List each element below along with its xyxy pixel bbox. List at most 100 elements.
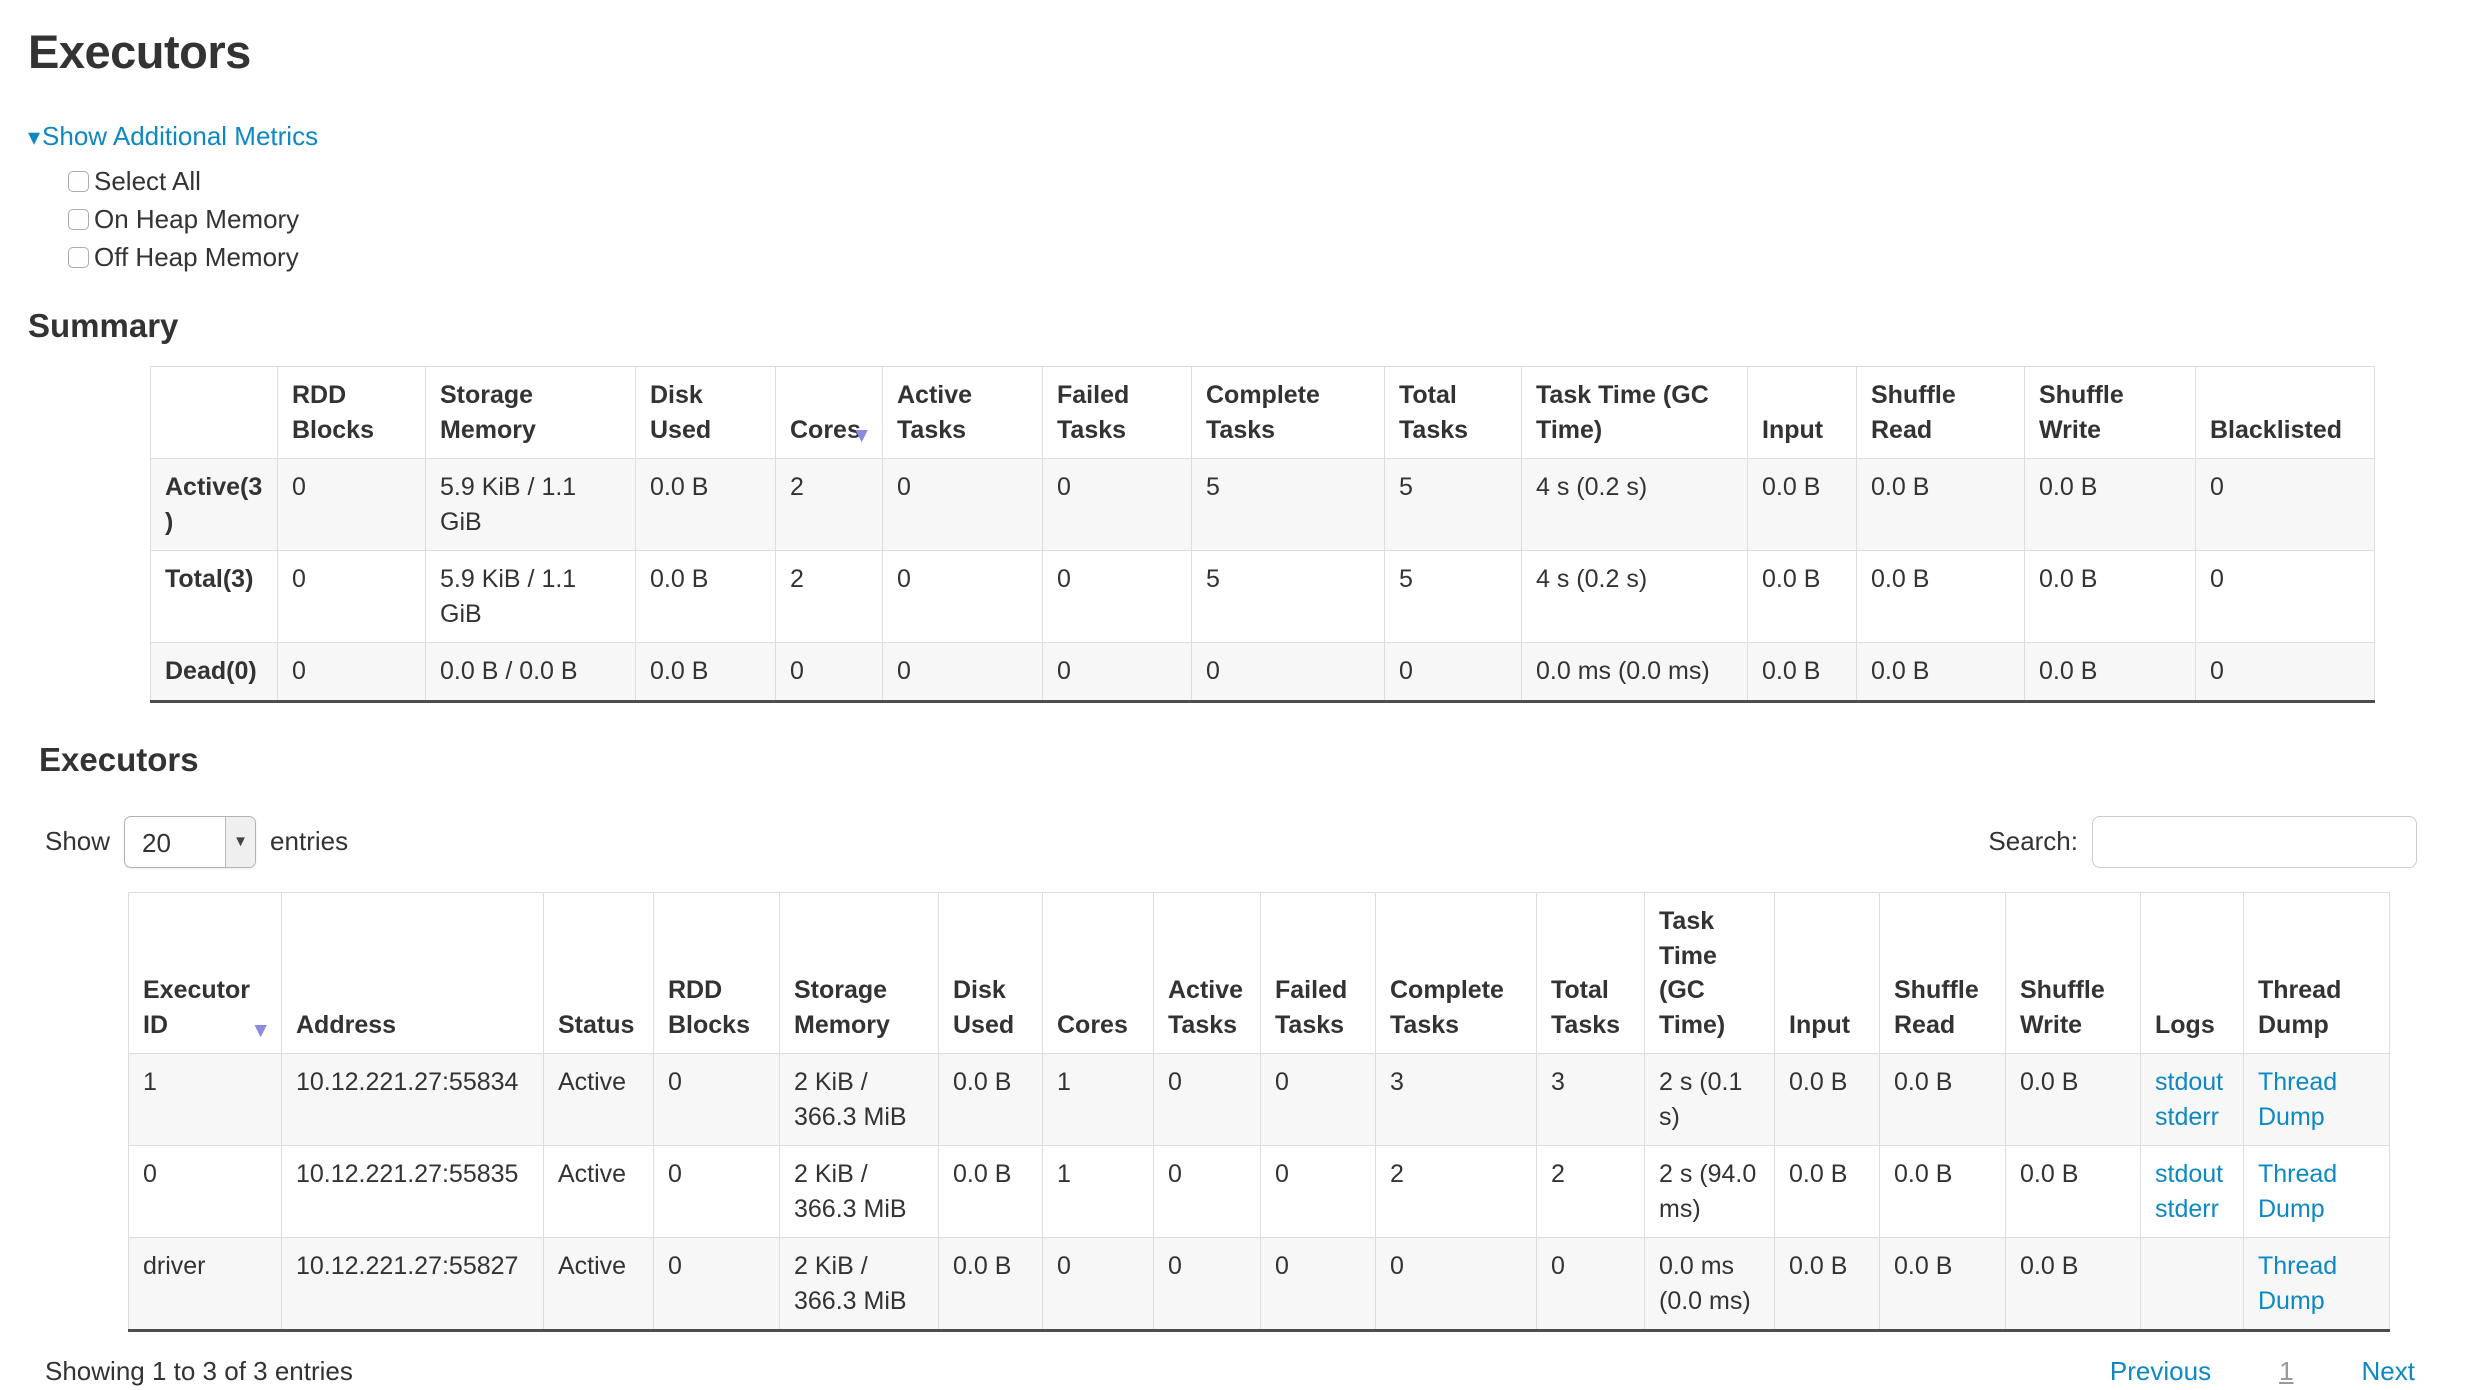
cell-complete-tasks: 5 [1191,550,1385,644]
cell-active-tasks: 0 [882,550,1043,644]
summary-col-shuffle-read[interactable]: Shuffle Read [1856,366,2025,460]
previous-page-button[interactable]: Previous [2109,1356,2212,1387]
cell-disk-used: 0.0 B [938,1053,1043,1147]
col-cores[interactable]: Cores [1042,892,1154,1055]
select-all-checkbox[interactable] [68,171,89,193]
cell-shuffle-read: 0.0 B [1856,642,2025,702]
cell-cores: 1 [1042,1145,1154,1239]
page-number-1[interactable]: 1 [2279,1356,2294,1387]
cell-shuffle-write: 0.0 B [2005,1237,2141,1332]
cell-storage-memory: 5.9 KiB / 1.1 GiB [425,550,636,644]
cell-total-tasks: 2 [1536,1145,1645,1239]
col-shuffle-read[interactable]: Shuffle Read [1879,892,2006,1055]
cell-thread-dump: Thread Dump [2243,1237,2390,1332]
col-complete-tasks[interactable]: Complete Tasks [1375,892,1537,1055]
summary-col-complete-tasks[interactable]: Complete Tasks [1191,366,1385,460]
cell-failed-tasks: 0 [1260,1237,1376,1332]
on-heap-memory-checkbox[interactable] [68,209,89,231]
cell-rdd-blocks: 0 [653,1145,780,1239]
stderr-link[interactable]: stderr [2155,1102,2219,1131]
col-executor-id[interactable]: Executor ID ▼ [128,892,282,1055]
cell-input: 0.0 B [1747,550,1857,644]
col-task-time[interactable]: Task Time (GC Time) [1644,892,1775,1055]
cell-rdd-blocks: 0 [277,550,426,644]
summary-col-cores[interactable]: Cores ▼ [775,366,883,460]
cell-logs [2140,1237,2244,1332]
stderr-link[interactable]: stderr [2155,1194,2219,1223]
cell-storage-memory: 5.9 KiB / 1.1 GiB [425,458,636,552]
summary-col-rdd-blocks[interactable]: RDD Blocks [277,366,426,460]
col-failed-tasks[interactable]: Failed Tasks [1260,892,1376,1055]
metric-option-on-heap: On Heap Memory [68,201,2436,239]
col-shuffle-write[interactable]: Shuffle Write [2005,892,2141,1055]
thread-dump-link[interactable]: Thread Dump [2258,1252,2338,1315]
col-status[interactable]: Status [543,892,654,1055]
cell-storage-memory: 2 KiB / 366.3 MiB [779,1053,939,1147]
col-storage-memory[interactable]: Storage Memory [779,892,939,1055]
cell-shuffle-write: 0.0 B [2024,642,2196,702]
summary-heading: Summary [28,306,179,344]
summary-col-storage-memory[interactable]: Storage Memory [425,366,636,460]
cell-shuffle-read: 0.0 B [1879,1053,2006,1147]
cell-complete-tasks: 0 [1191,642,1385,702]
cell-address: 10.12.221.27:55827 [281,1237,544,1332]
page-size-select[interactable]: 20 ▼ [124,816,257,869]
cell-shuffle-read: 0.0 B [1856,550,2025,644]
row-label: Total(3) [150,550,278,644]
col-logs[interactable]: Logs [2140,892,2244,1055]
cell-status: Active [543,1053,654,1147]
cell-executor-id: driver [128,1237,282,1332]
col-input[interactable]: Input [1774,892,1880,1055]
summary-col-blacklisted[interactable]: Blacklisted [2195,366,2375,460]
cell-cores: 0 [775,642,883,702]
col-total-tasks[interactable]: Total Tasks [1536,892,1645,1055]
summary-col-failed-tasks[interactable]: Failed Tasks [1042,366,1192,460]
stdout-link[interactable]: stdout [2155,1068,2224,1097]
show-additional-metrics-toggle[interactable]: ▾Show Additional Metrics [28,119,2436,155]
col-disk-used[interactable]: Disk Used [938,892,1043,1055]
cell-task-time: 2 s (94.0 ms) [1644,1145,1775,1239]
cell-disk-used: 0.0 B [938,1237,1043,1332]
summary-row-total: Total(3) 0 5.9 KiB / 1.1 GiB 0.0 B 2 0 0… [150,550,2375,644]
summary-col-shuffle-write[interactable]: Shuffle Write [2024,366,2196,460]
summary-col-disk-used[interactable]: Disk Used [635,366,776,460]
cell-input: 0.0 B [1747,458,1857,552]
stdout-link[interactable]: stdout [2155,1160,2224,1189]
executor-row-0: 0 10.12.221.27:55835 Active 0 2 KiB / 36… [128,1145,2390,1239]
cell-complete-tasks: 0 [1375,1237,1537,1332]
cell-address: 10.12.221.27:55835 [281,1145,544,1239]
executors-table-header: Executor ID ▼ Address Status RDD Blocks S… [128,892,2390,1055]
cell-rdd-blocks: 0 [277,642,426,702]
cell-rdd-blocks: 0 [653,1053,780,1147]
cell-disk-used: 0.0 B [635,458,776,552]
thread-dump-link[interactable]: Thread Dump [2258,1160,2338,1223]
row-label: Active(3) [150,458,278,552]
cell-cores: 0 [1042,1237,1154,1332]
summary-col-task-time[interactable]: Task Time (GC Time) [1521,366,1748,460]
summary-col-input[interactable]: Input [1747,366,1857,460]
cell-logs: stdout stderr [2140,1053,2244,1147]
search-input[interactable] [2092,816,2417,869]
cell-address: 10.12.221.27:55834 [281,1053,544,1147]
executors-section: Executors Show 20 ▼ entries Search: [28,737,2417,1390]
cell-storage-memory: 2 KiB / 366.3 MiB [779,1145,939,1239]
summary-col-total-tasks[interactable]: Total Tasks [1384,366,1522,460]
next-page-button[interactable]: Next [2361,1356,2415,1387]
summary-col-active-tasks[interactable]: Active Tasks [882,366,1043,460]
cell-active-tasks: 0 [882,642,1043,702]
col-active-tasks[interactable]: Active Tasks [1153,892,1261,1055]
col-thread-dump[interactable]: Thread Dump [2243,892,2390,1055]
cell-total-tasks: 3 [1536,1053,1645,1147]
summary-col-blank [150,366,278,460]
cell-blacklisted: 0 [2195,642,2375,702]
thread-dump-link[interactable]: Thread Dump [2258,1068,2338,1131]
col-address[interactable]: Address [281,892,544,1055]
cell-status: Active [543,1237,654,1332]
cell-active-tasks: 0 [1153,1145,1261,1239]
cell-thread-dump: Thread Dump [2243,1053,2390,1147]
cell-blacklisted: 0 [2195,458,2375,552]
cell-rdd-blocks: 0 [653,1237,780,1332]
col-rdd-blocks[interactable]: RDD Blocks [653,892,780,1055]
off-heap-memory-checkbox[interactable] [68,247,89,269]
cell-disk-used: 0.0 B [938,1145,1043,1239]
